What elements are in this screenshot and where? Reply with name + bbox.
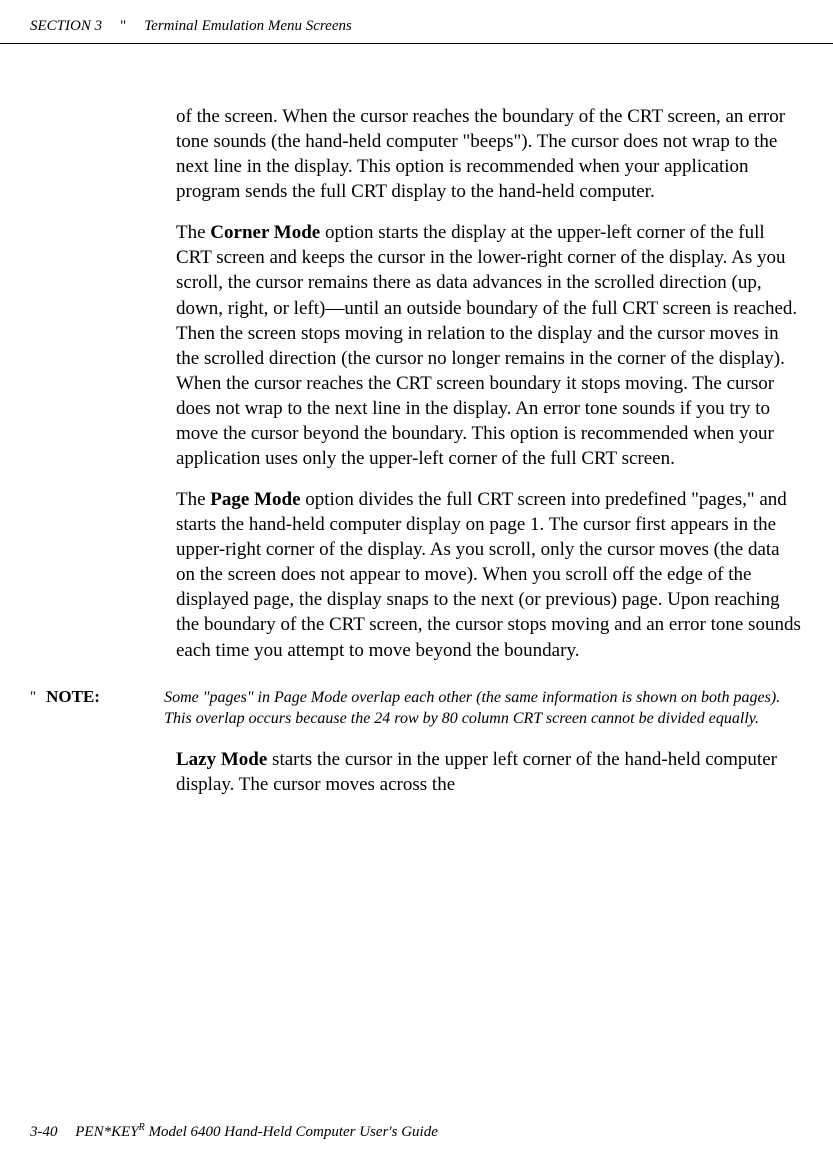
- p2-suffix: option starts the display at the upper-l…: [176, 222, 797, 469]
- p2-prefix: The: [176, 222, 210, 243]
- content-area-2: Lazy Mode starts the cursor in the upper…: [0, 747, 833, 797]
- p4-bold: Lazy Mode: [176, 749, 267, 770]
- note-text: Some "pages" in Page Mode overlap each o…: [164, 687, 803, 729]
- p3-suffix: option divides the full CRT screen into …: [176, 489, 801, 660]
- p4-suffix: starts the cursor in the upper left corn…: [176, 749, 777, 795]
- note-block: " NOTE: Some "pages" in Page Mode overla…: [0, 679, 833, 729]
- p3-bold: Page Mode: [210, 489, 300, 510]
- footer-page-number: 3-40: [30, 1124, 58, 1140]
- paragraph-4: Lazy Mode starts the cursor in the upper…: [176, 747, 803, 797]
- footer-text-prefix: PEN*KEY: [75, 1124, 138, 1140]
- paragraph-2: The Corner Mode option starts the displa…: [176, 220, 803, 471]
- p2-bold: Corner Mode: [210, 222, 320, 243]
- page-header: SECTION 3 " Terminal Emulation Menu Scre…: [0, 0, 833, 44]
- note-bullet: ": [30, 689, 36, 729]
- header-section: SECTION 3: [30, 18, 102, 35]
- paragraph-3: The Page Mode option divides the full CR…: [176, 487, 803, 663]
- page-footer: 3-40 PEN*KEYR Model 6400 Hand-Held Compu…: [30, 1122, 438, 1141]
- header-title: Terminal Emulation Menu Screens: [144, 18, 352, 35]
- content-area: of the screen. When the cursor reaches t…: [0, 44, 833, 663]
- p3-prefix: The: [176, 489, 210, 510]
- note-label: NOTE:: [46, 687, 164, 729]
- paragraph-1: of the screen. When the cursor reaches t…: [176, 104, 803, 204]
- header-bullet: ": [120, 18, 126, 35]
- footer-text-suffix: Model 6400 Hand-Held Computer User's Gui…: [145, 1124, 438, 1140]
